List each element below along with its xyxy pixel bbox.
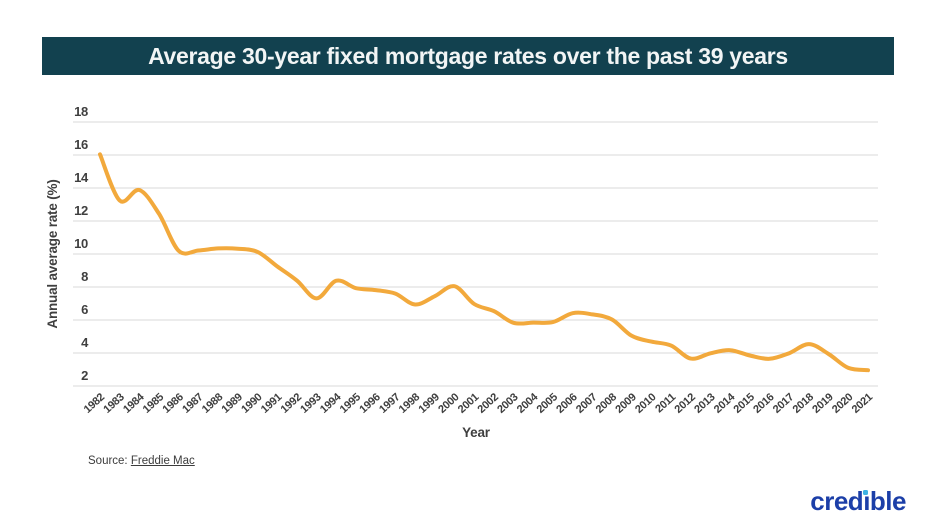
x-tick-label: 2019 [810,391,835,416]
x-tick-label: 1994 [318,391,344,416]
x-tick-label: 1996 [357,391,382,416]
x-tick-label: 2004 [515,391,541,416]
x-tick-label: 2000 [436,391,461,416]
credible-logo[interactable]: credıble [810,487,906,515]
x-axis-title: Year [462,425,491,440]
x-tick-label: 2011 [653,391,678,415]
y-tick-label: 4 [81,335,89,350]
x-tick-label: 2013 [692,391,717,416]
y-tick-label: 16 [74,137,88,152]
x-tick-label: 1991 [259,391,284,416]
y-tick-label: 2 [81,368,88,383]
x-tick-label: 2008 [594,391,619,416]
x-tick-label: 1999 [416,391,441,416]
chart-header-bar: Average 30-year fixed mortgage rates ove… [42,37,894,75]
x-tick-label: 1983 [101,391,126,416]
x-tick-label: 2010 [633,391,658,416]
x-tick-label: 1992 [279,391,304,416]
x-tick-label: 1998 [397,391,422,416]
x-tick-label: 2018 [791,391,816,416]
y-tick-label: 14 [74,170,89,185]
brand-text-i: ı [863,486,870,516]
source-prefix: Source: [88,455,128,467]
rate-line-series [98,152,870,373]
x-tick-label: 1986 [160,391,185,416]
x-tick-label: 2001 [456,391,481,416]
x-tick-label: 1990 [239,391,264,416]
y-axis-title: Annual average rate (%) [45,179,60,328]
x-tick-label: 1985 [141,391,166,416]
x-axis-tick-labels: 1982198319841985198619871988198919901991… [82,391,875,416]
x-tick-label: 2015 [731,391,756,416]
x-tick-label: 2016 [751,391,776,416]
x-tick-label: 2002 [475,391,500,416]
y-axis-tick-labels: 18 16 14 12 10 8 6 4 2 [74,104,89,383]
x-tick-label: 2007 [574,391,599,416]
x-tick-label: 2003 [495,391,520,416]
y-tick-label: 18 [74,104,88,119]
x-tick-label: 1984 [121,391,147,416]
x-tick-label: 1989 [219,391,244,416]
y-tick-label: 10 [74,236,88,251]
x-tick-label: 2020 [830,391,855,416]
x-tick-label: 2017 [771,391,796,416]
chart-title: Average 30-year fixed mortgage rates ove… [148,42,788,69]
x-tick-label: 2005 [535,391,560,416]
brand-i-dot-icon [862,489,868,495]
x-tick-label: 1982 [82,391,107,416]
brand-text-post: ble [869,486,907,516]
y-tick-label: 6 [81,302,88,317]
source-attribution: Source: Freddie Mac [88,455,195,467]
y-tick-label: 12 [74,203,88,218]
x-tick-label: 1995 [338,391,363,416]
x-tick-label: 2009 [613,391,638,416]
y-tick-label: 8 [81,269,88,284]
brand-text-pre: cred [810,486,864,516]
x-tick-label: 1987 [180,391,205,416]
x-tick-label: 2021 [850,391,875,416]
gridlines [73,121,878,387]
x-tick-label: 1997 [377,391,402,416]
x-tick-label: 2012 [672,391,697,416]
x-tick-label: 1988 [200,391,225,416]
source-link[interactable]: Freddie Mac [130,455,195,467]
x-tick-label: 2006 [554,391,579,416]
x-tick-label: 1993 [298,391,323,416]
